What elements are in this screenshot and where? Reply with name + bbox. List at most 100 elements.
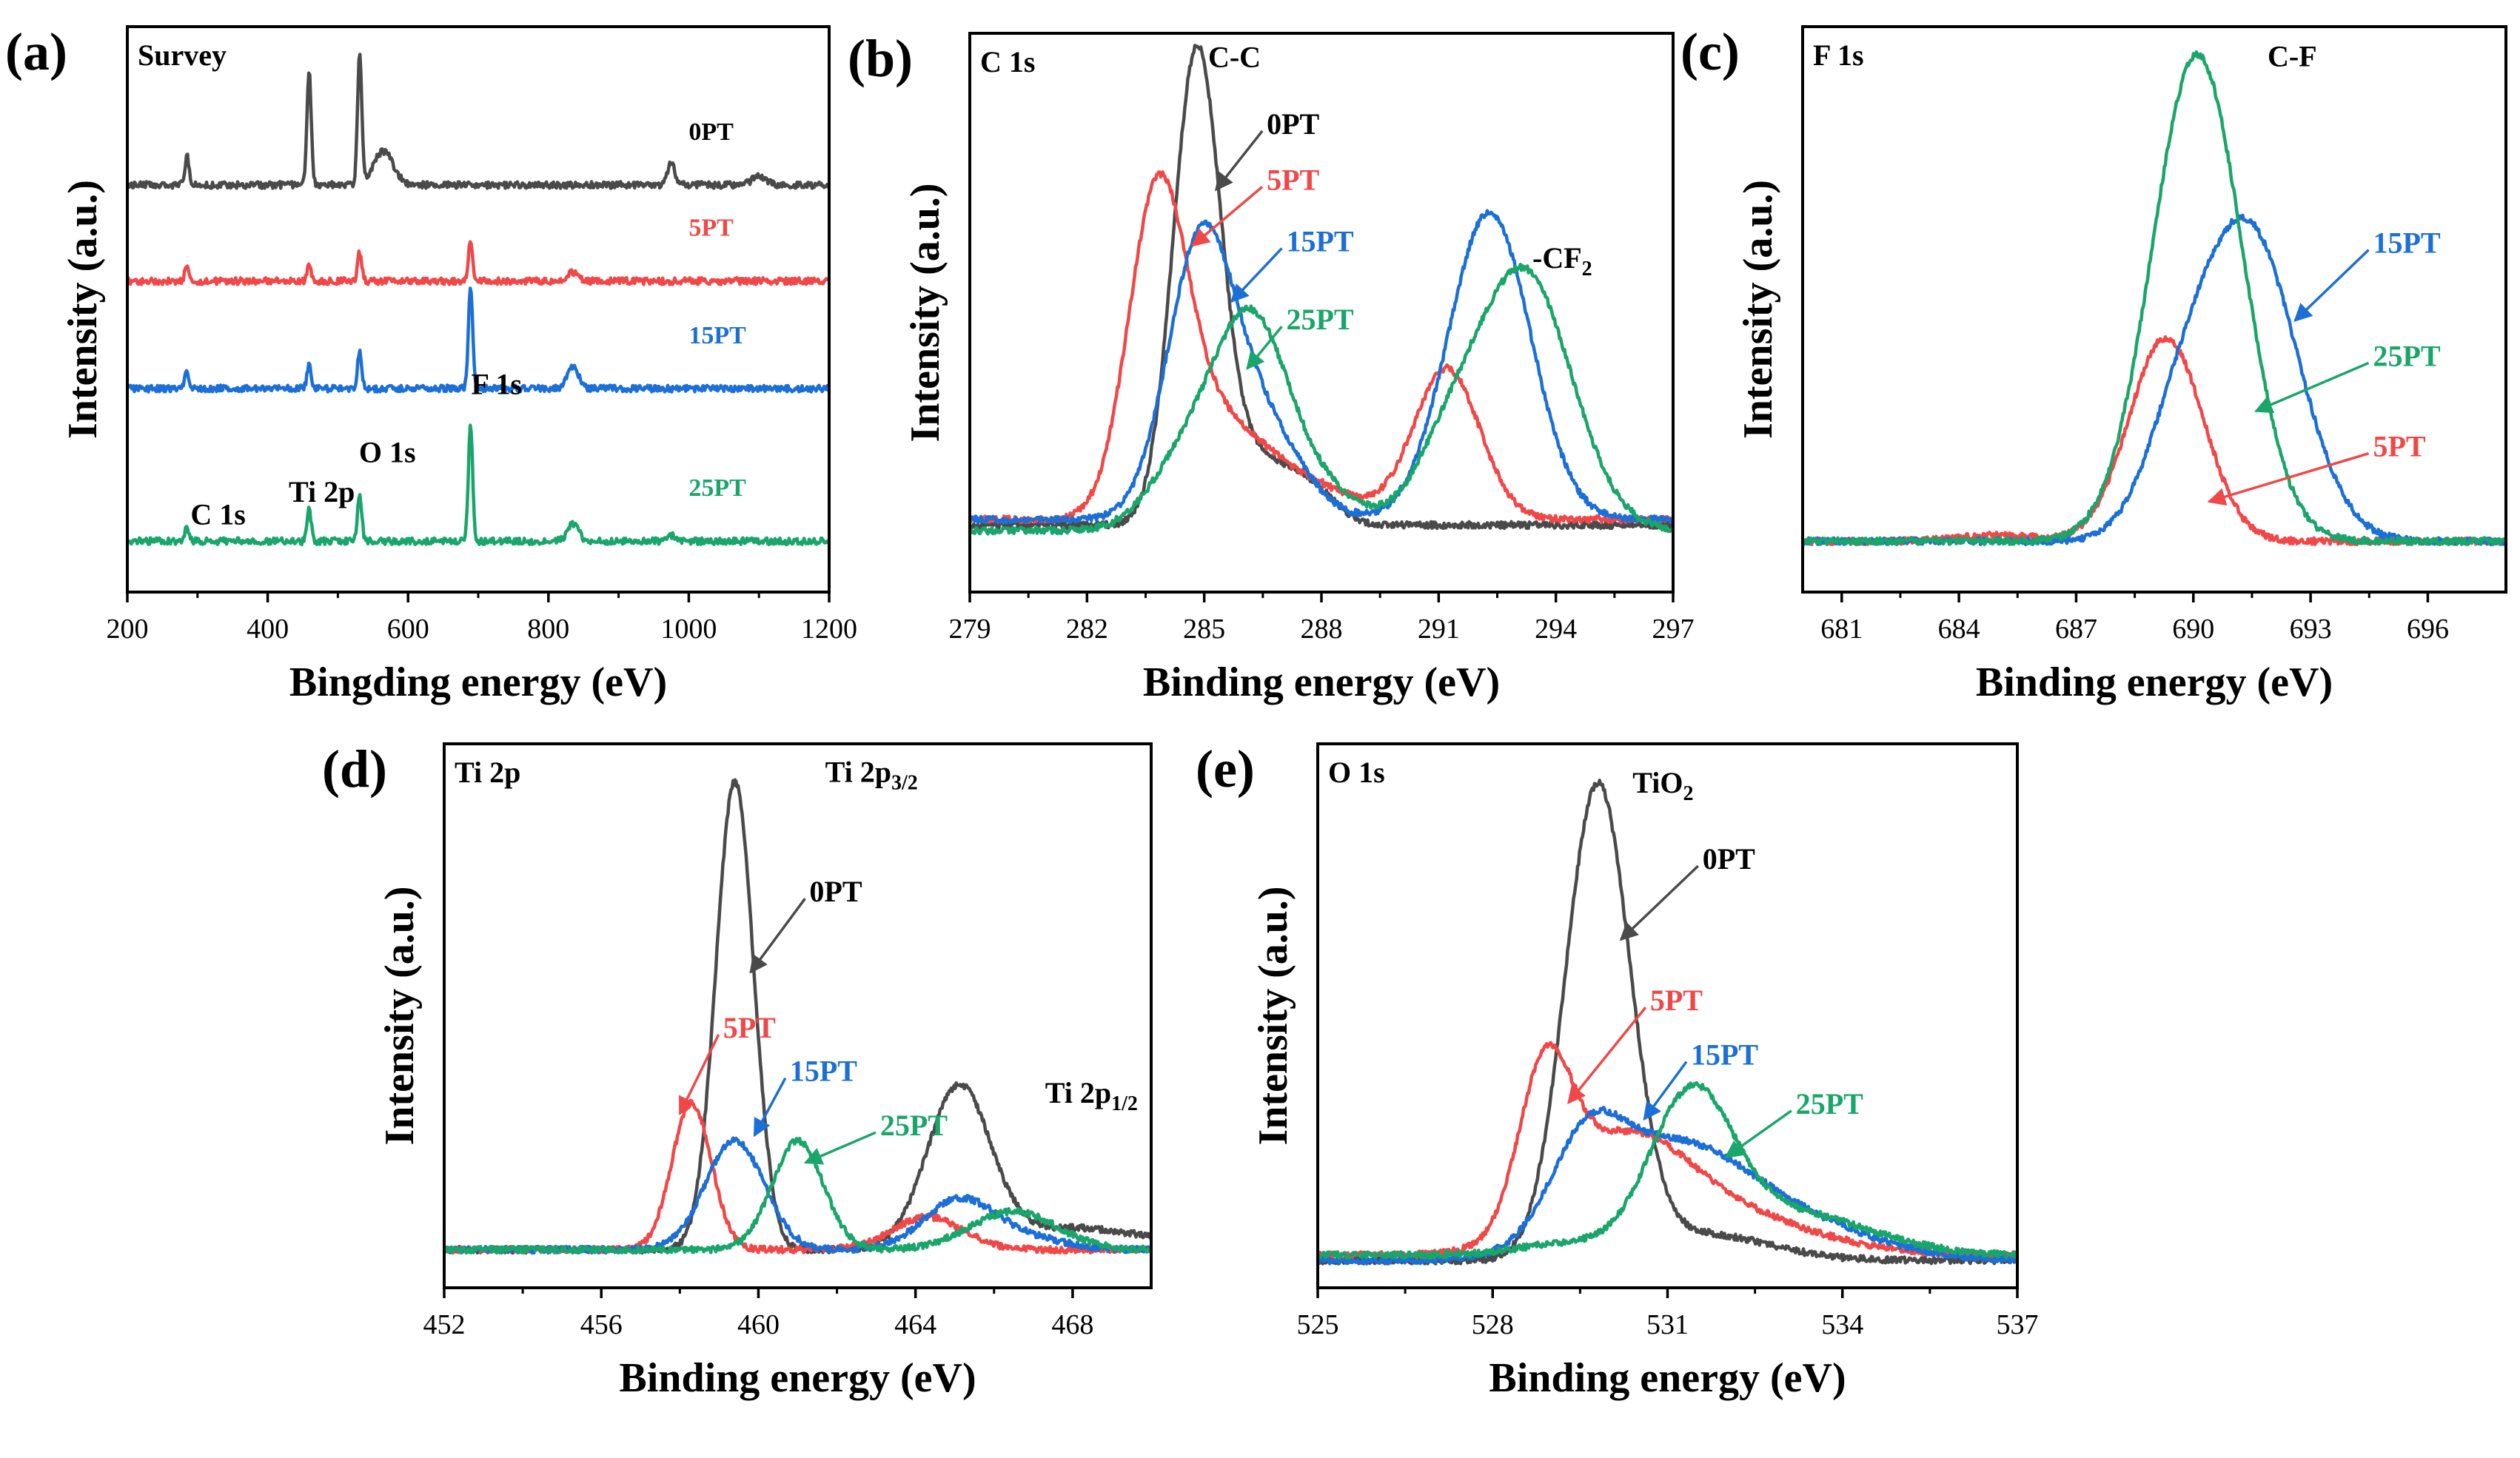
x-tick-label: 681 xyxy=(1820,614,1863,645)
annotation-arrow xyxy=(1724,1109,1792,1159)
annotation-arrow xyxy=(2207,451,2370,506)
panel-title: O 1s xyxy=(1328,756,1385,789)
x-tick-label: 687 xyxy=(2055,614,2097,645)
x-tick-label: 690 xyxy=(2172,614,2214,645)
series-0PT-line xyxy=(443,778,1153,1255)
series-5PT-label: 5PT xyxy=(688,215,734,242)
series-5PT-line xyxy=(1316,1041,2020,1260)
x-axis-label: Binding energy (eV) xyxy=(1976,659,2333,705)
y-axis-label: Intensity (a.u.) xyxy=(1735,180,1781,439)
annotation-label: 0PT xyxy=(1267,107,1319,141)
y-axis-label: Intensity (a.u.) xyxy=(60,180,106,439)
panel-title: Survey xyxy=(138,38,227,72)
series-0PT-line xyxy=(1316,779,2019,1266)
panel-letter: (a) xyxy=(5,22,67,81)
x-tick-label: 531 xyxy=(1646,1309,1689,1340)
series-15PT-label: 15PT xyxy=(688,322,746,349)
x-axis-label: Binding energy (eV) xyxy=(1143,659,1500,705)
x-tick-label: 456 xyxy=(580,1309,623,1340)
series-25PT-line xyxy=(125,423,830,547)
x-tick-label: 297 xyxy=(1652,614,1695,645)
x-tick-label: 291 xyxy=(1418,614,1460,645)
annotation-label: C-C xyxy=(1208,40,1261,73)
x-tick-label: 684 xyxy=(1938,614,1980,645)
annotation-arrow xyxy=(1567,1007,1647,1105)
series-15PT-line xyxy=(443,1136,1153,1255)
y-axis-label: Intensity (a.u.) xyxy=(1250,886,1296,1145)
panel-3: 452 456 460 464 468 Binding energy (eV) Intens… xyxy=(322,739,1153,1401)
x-tick-label: 279 xyxy=(949,614,991,645)
annotation-label: C 1s xyxy=(190,497,245,531)
annotation-label: Ti 2p3/2 xyxy=(825,755,918,794)
x-tick-label: 282 xyxy=(1066,614,1108,645)
x-tick-label: 468 xyxy=(1051,1309,1093,1340)
annotation-arrow xyxy=(1214,130,1264,192)
x-tick-label: 294 xyxy=(1535,614,1577,645)
series-15PT-line xyxy=(126,286,831,394)
x-tick-label: 800 xyxy=(527,614,569,645)
annotation-arrow xyxy=(1230,247,1283,303)
annotation-label: 0PT xyxy=(809,875,862,908)
annotation-arrow xyxy=(1619,864,1699,941)
panel-1: 279 282 285 288 291 294 297 Binding energy (eV)… xyxy=(848,29,1695,705)
annotation-label: -CF2 xyxy=(1532,241,1592,280)
annotation-label: 5PT xyxy=(1267,163,1319,196)
x-tick-label: 696 xyxy=(2407,614,2449,645)
panel-letter: (d) xyxy=(322,739,387,799)
annotation-label: 5PT xyxy=(723,1011,776,1044)
panel-letter: (c) xyxy=(1680,22,1740,81)
annotation-arrow xyxy=(2253,361,2370,414)
annotation-label: F 1s xyxy=(472,368,523,401)
annotation-label: 25PT xyxy=(1287,303,1354,336)
annotation-label: 5PT xyxy=(1650,984,1703,1017)
annotation-arrow xyxy=(749,898,806,974)
x-tick-label: 600 xyxy=(387,614,429,645)
series-0PT-line xyxy=(127,53,831,190)
series-25PT-line xyxy=(968,263,1675,536)
annotation-arrow xyxy=(1643,1061,1688,1121)
panel-4: 525 528 531 534 537 Binding energy (eV) Intens… xyxy=(1196,739,2039,1401)
x-axis-label: Binding energy (eV) xyxy=(1489,1355,1846,1401)
x-tick-label: 288 xyxy=(1301,614,1343,645)
x-tick-label: 1000 xyxy=(660,614,717,645)
series-5PT-line xyxy=(968,170,1675,525)
panel-letter: (b) xyxy=(848,29,913,88)
annotation-label: 0PT xyxy=(1703,842,1755,876)
annotation-arrow xyxy=(1246,326,1283,370)
plot-frame xyxy=(1801,25,2507,594)
x-tick-label: 525 xyxy=(1297,1309,1339,1340)
annotation-label: 5PT xyxy=(2373,430,2426,463)
x-tick-label: 452 xyxy=(423,1309,466,1340)
annotation-label: 15PT xyxy=(1691,1038,1758,1072)
annotation-label: 25PT xyxy=(1796,1087,1863,1121)
x-tick-label: 200 xyxy=(107,614,149,645)
series-15PT-line xyxy=(1801,213,2507,547)
annotation-label: 15PT xyxy=(2373,226,2441,260)
series-5PT-line xyxy=(125,240,831,286)
annotation-label: 15PT xyxy=(790,1055,857,1088)
x-tick-label: 693 xyxy=(2290,614,2332,645)
annotation-label: Ti 2p xyxy=(289,475,355,508)
annotation-arrow xyxy=(678,1034,720,1116)
series-0PT-label: 0PT xyxy=(688,118,734,146)
annotation-arrow xyxy=(1190,186,1264,247)
x-tick-label: 528 xyxy=(1472,1309,1514,1340)
y-axis-label: Intensity (a.u.) xyxy=(902,183,948,442)
plot-frame xyxy=(443,742,1153,1289)
panel-letter: (e) xyxy=(1196,739,1255,799)
series-0PT-line xyxy=(968,44,1674,531)
panel-title: Ti 2p xyxy=(455,756,520,789)
series-25PT-label: 25PT xyxy=(688,474,746,502)
annotation-arrow xyxy=(2293,249,2370,322)
x-axis-label: Bingding energy (eV) xyxy=(289,659,667,705)
x-tick-label: 537 xyxy=(1997,1309,2039,1340)
x-tick-label: 464 xyxy=(894,1309,936,1340)
annotation-label: Ti 2p1/2 xyxy=(1045,1076,1138,1115)
x-tick-label: 460 xyxy=(737,1309,780,1340)
panel-title: C 1s xyxy=(980,45,1035,78)
series-25PT-line xyxy=(1316,1081,2019,1260)
annotation-label: O 1s xyxy=(359,435,416,468)
x-tick-label: 285 xyxy=(1183,614,1225,645)
panel-2: 681 684 687 690 693 696 Binding energy (eV) Int… xyxy=(1680,22,2508,705)
